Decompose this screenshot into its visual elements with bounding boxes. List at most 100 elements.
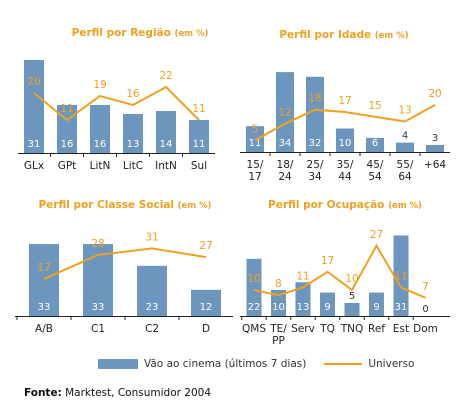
bar (189, 120, 209, 153)
bar (393, 235, 409, 316)
category-label: GPt (58, 160, 77, 172)
line-value-label: 28 (91, 238, 104, 250)
category-label: C2 (145, 323, 159, 335)
category-label-line: Sul (191, 160, 207, 172)
category-label: 18/24 (277, 159, 294, 183)
bar (123, 114, 143, 153)
bar-value-label: 0 (422, 304, 428, 315)
bar-value-label: 32 (309, 138, 322, 149)
category-label: IntN (155, 160, 177, 172)
legend-line-swatch (324, 363, 363, 365)
line-value-label: 7 (422, 281, 429, 293)
category-label: TE/PP (269, 323, 287, 347)
category-label: QMS (242, 323, 266, 335)
category-label-line: Dom (413, 323, 438, 335)
bar (90, 105, 110, 153)
category-label: Ref (368, 323, 385, 335)
chart-title-text: Perfil por Idade (279, 29, 374, 41)
bar (295, 282, 311, 316)
category-label-line: Ref (368, 323, 385, 335)
category-label-line: Est (393, 323, 409, 335)
line-value-label: 27 (370, 229, 383, 241)
category-label-line: 17 (248, 171, 261, 183)
bar-value-label: 9 (373, 302, 379, 313)
bar-value-label: 13 (297, 302, 310, 313)
category-label: LitN (90, 160, 111, 172)
line-value-label: 8 (275, 278, 282, 290)
series-line-universo (33, 85, 200, 122)
source-label: Fonte: (24, 387, 62, 399)
bar-value-label: 11 (193, 139, 206, 150)
line-value-label: 15 (368, 100, 381, 112)
category-label: TNQ (340, 323, 364, 335)
bar (306, 76, 324, 152)
line-value-label: 17 (37, 262, 50, 274)
bar (276, 72, 294, 152)
bar-value-label: 33 (92, 302, 105, 313)
category-label-line: 54 (368, 171, 382, 183)
category-label-line: 55/ (397, 159, 414, 171)
line-value-label: 12 (278, 107, 291, 119)
category-label: 55/64 (397, 159, 414, 183)
legend-bar-label: Vão ao cinema (últimos 7 dias) (144, 358, 307, 370)
bar (191, 289, 221, 316)
bar (366, 137, 384, 152)
bar (246, 258, 262, 316)
line-value-label: 16 (126, 88, 140, 100)
bar (344, 303, 360, 316)
bar-value-label: 33 (38, 302, 51, 313)
category-label-line: GPt (58, 160, 77, 172)
bar-value-label: 16 (61, 139, 74, 150)
category-label-line: 25/ (307, 159, 324, 171)
bar-value-label: 5 (349, 291, 355, 302)
bar (137, 265, 167, 316)
category-label-line: QMS (242, 323, 266, 335)
chart-title: Perfil por Ocupação (em %) (268, 199, 422, 211)
category-label-line: 24 (278, 171, 292, 183)
bar-value-label: 13 (127, 139, 140, 150)
bar-value-label: 6 (372, 138, 378, 149)
chart-title: Perfil por Idade (em %) (279, 29, 408, 41)
category-label: 25/34 (307, 159, 324, 183)
category-label-line: TE/ (269, 323, 287, 335)
legend-line-label: Universo (368, 358, 415, 370)
bar (271, 290, 286, 316)
category-label: C1 (91, 323, 105, 335)
bar-value-label: 4 (402, 131, 408, 142)
bar (320, 292, 335, 316)
category-label-line: TNQ (340, 323, 364, 335)
bar (396, 142, 414, 152)
bar-value-label: 3 (432, 133, 438, 144)
category-label-line: GLx (24, 160, 44, 172)
bar-value-label: 23 (146, 302, 159, 313)
category-label: LitC (123, 160, 143, 172)
category-label-line: 64 (398, 171, 412, 183)
bar-value-label: 16 (94, 139, 107, 150)
line-value-label: 17 (321, 255, 334, 267)
category-label: Dom (413, 323, 438, 335)
category-label-line: 45/ (367, 159, 384, 171)
category-label-line: 35/ (337, 159, 354, 171)
bar (156, 111, 176, 153)
bar (336, 128, 354, 152)
category-label: Est (393, 323, 409, 335)
category-label-line: A/B (35, 323, 53, 335)
bar-value-label: 22 (248, 302, 261, 313)
line-value-label: 11 (60, 103, 73, 115)
category-label-line: D (202, 323, 210, 335)
line-value-label: 10 (345, 273, 358, 285)
line-value-label: 18 (308, 93, 321, 105)
line-value-label: 5 (252, 123, 259, 135)
category-label-line: IntN (155, 160, 177, 172)
category-label-line: 18/ (277, 159, 294, 171)
source-text: Marktest, Consumidor 2004 (65, 387, 212, 399)
legend: Vão ao cinema (últimos 7 dias) Universo (98, 358, 415, 370)
category-label: Sul (191, 160, 207, 172)
category-label-line: 15/ (247, 159, 264, 171)
chart-title-unit: (em %) (388, 201, 422, 211)
category-label-line: C1 (91, 323, 105, 335)
line-value-label: 11 (192, 103, 205, 115)
category-label: TQ (319, 323, 335, 335)
